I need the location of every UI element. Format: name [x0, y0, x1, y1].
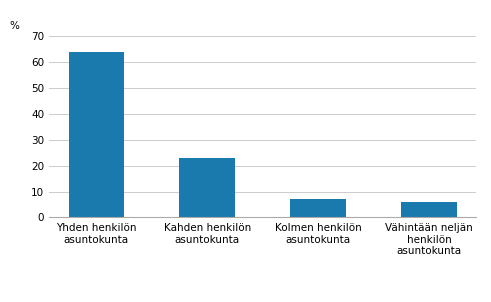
Bar [290, 199, 346, 217]
Bar [401, 202, 457, 217]
Bar [69, 52, 124, 217]
Text: %: % [10, 21, 20, 31]
Bar [180, 158, 235, 217]
